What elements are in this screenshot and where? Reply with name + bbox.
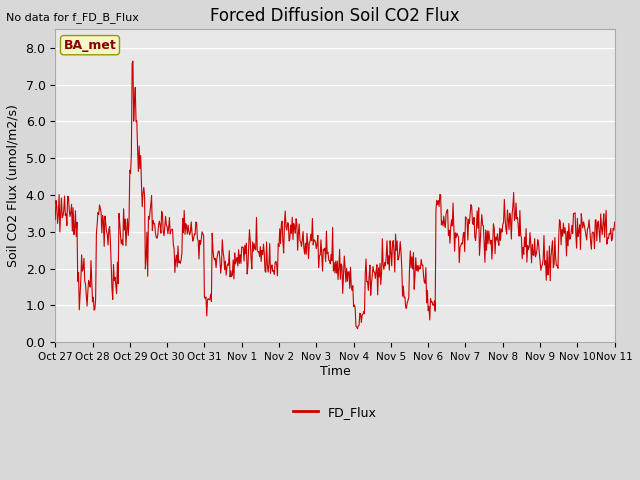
Text: BA_met: BA_met [63,39,116,52]
Legend: FD_Flux: FD_Flux [288,401,382,423]
Y-axis label: Soil CO2 Flux (umol/m2/s): Soil CO2 Flux (umol/m2/s) [7,104,20,267]
Title: Forced Diffusion Soil CO2 Flux: Forced Diffusion Soil CO2 Flux [210,7,460,25]
X-axis label: Time: Time [319,365,350,378]
Text: No data for f_FD_B_Flux: No data for f_FD_B_Flux [6,12,140,23]
